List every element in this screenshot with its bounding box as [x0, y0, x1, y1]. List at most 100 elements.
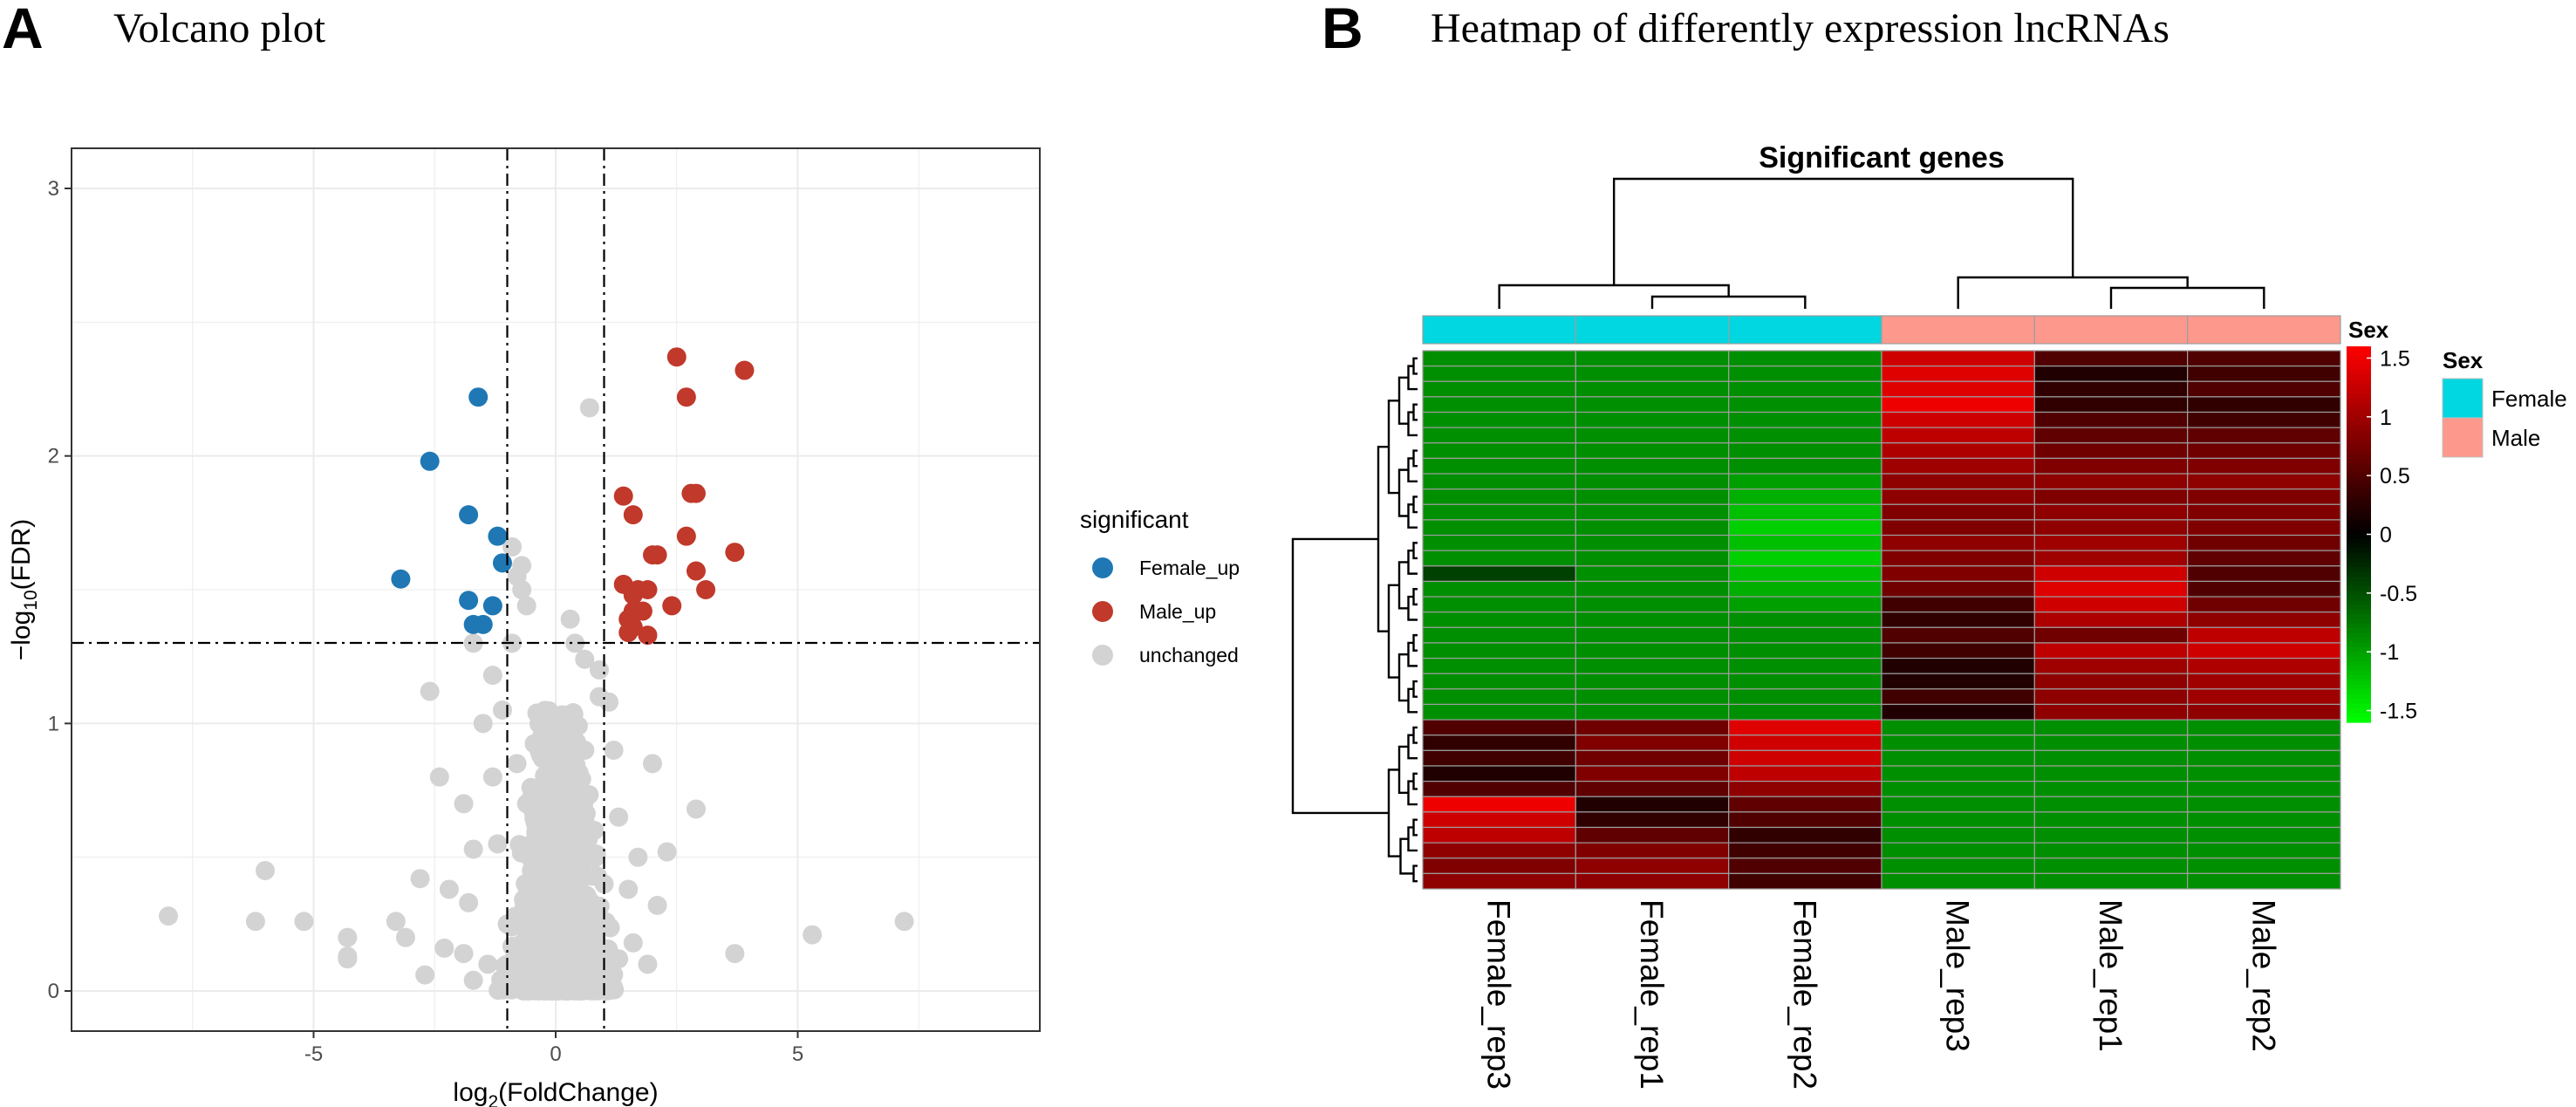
heatmap-cell	[2033, 489, 2189, 505]
heatmap-cell	[2187, 411, 2341, 428]
heatmap-cell	[1881, 366, 2035, 382]
x-tick-label: -5	[304, 1042, 323, 1066]
point-unchanged	[589, 687, 609, 707]
heatmap-cell	[2033, 457, 2189, 475]
colorbar-segment	[2347, 530, 2371, 536]
legend-title: significant	[1080, 506, 1189, 533]
point-unchanged	[566, 795, 586, 815]
heatmap-cell	[1728, 350, 1882, 367]
heatmap-cell	[1728, 703, 1882, 721]
colorbar-segment	[2347, 520, 2371, 526]
heatmap-cell	[1575, 811, 1730, 829]
colorbar-segment	[2347, 524, 2371, 530]
heatmap-cell	[1422, 550, 1576, 567]
colorbar-segment	[2347, 388, 2371, 394]
point-male_up	[623, 505, 643, 525]
volcano-y-axis-label: −log10(FDR)	[7, 519, 41, 661]
colorbar-segment	[2347, 646, 2371, 653]
heatmap-cell	[2033, 596, 2189, 613]
heatmap-cell	[1422, 565, 1576, 583]
colorbar-segment	[2347, 435, 2371, 441]
colorbar-tick-label: -1	[2380, 640, 2399, 665]
heatmap-cell	[1575, 642, 1730, 659]
colorbar-segment	[2347, 365, 2371, 371]
colorbar-segment	[2347, 605, 2371, 611]
heatmap-cell	[2033, 503, 2189, 521]
point-male_up	[666, 347, 687, 367]
point-unchanged	[560, 609, 580, 629]
colorbar-segment	[2347, 463, 2371, 469]
heatmap-cell	[1881, 688, 2035, 706]
heatmap-cell	[1728, 411, 1882, 428]
heatmap-cell	[2033, 580, 2189, 598]
point-unchanged	[482, 767, 502, 787]
heatmap: Significant genes Sex Female_rep3 Female_…	[1291, 141, 2567, 1090]
heatmap-cell	[1881, 519, 2035, 536]
heatmap-cell	[2187, 642, 2341, 659]
heatmap-cell	[1575, 688, 1730, 706]
point-unchanged	[515, 964, 535, 984]
point-female_up	[420, 451, 440, 471]
point-female_up	[459, 591, 479, 611]
heatmap-cell	[1728, 673, 1882, 690]
point-unchanged	[434, 938, 454, 958]
heatmap-cell	[1422, 765, 1576, 782]
x-tick-label: 0	[550, 1042, 561, 1066]
column-label: Male_rep1	[2093, 899, 2128, 1052]
heatmap-cell	[1728, 858, 1882, 874]
heatmap-cell	[1728, 380, 1882, 398]
heatmap-cell	[1881, 442, 2035, 459]
heatmap-cell	[2187, 580, 2341, 598]
heatmap-cell	[2033, 872, 2189, 890]
point-unchanged	[482, 666, 502, 686]
colorbar-tick-label: 1.5	[2380, 346, 2410, 371]
point-unchanged	[256, 861, 275, 880]
point-unchanged	[623, 933, 643, 953]
heatmap-cell	[1728, 626, 1882, 644]
point-unchanged	[564, 776, 584, 796]
heatmap-cell	[1881, 534, 2035, 551]
y-tick-label: 3	[48, 177, 59, 201]
heatmap-cell	[1575, 473, 1730, 490]
heatmap-cell	[1881, 411, 2035, 428]
heatmap-cell	[2033, 411, 2189, 428]
colorbar-segment	[2347, 477, 2371, 483]
heatmap-cell	[1422, 596, 1576, 613]
point-unchanged	[571, 847, 591, 867]
point-unchanged	[415, 965, 435, 985]
heatmap-cell	[2187, 534, 2341, 551]
colorbar-segment	[2347, 459, 2371, 465]
colorbar-segment	[2347, 638, 2371, 644]
heatmap-cell	[1575, 612, 1730, 628]
heatmap-cell	[2187, 565, 2341, 583]
point-unchanged	[638, 954, 658, 974]
heatmap-cell	[1881, 673, 2035, 690]
point-unchanged	[586, 930, 606, 950]
point-unchanged	[604, 741, 624, 760]
colorbar-segment	[2347, 346, 2371, 352]
heatmap-cell	[1881, 596, 2035, 613]
point-unchanged	[492, 700, 512, 720]
colorbar-segment	[2347, 487, 2371, 493]
colorbar-segment	[2347, 445, 2371, 451]
annotation-cell-female	[1575, 315, 1730, 345]
point-unchanged	[657, 842, 677, 862]
heatmap-cell	[1575, 411, 1730, 428]
point-unchanged	[507, 754, 527, 774]
heatmap-cell	[1422, 350, 1576, 367]
colorbar-segment	[2347, 557, 2371, 564]
heatmap-column-labels: Female_rep3 Female_rep1 Female_rep2 Male_re…	[1481, 899, 2282, 1090]
heatmap-cell	[2187, 427, 2341, 444]
colorbar-tick-label: -0.5	[2380, 582, 2417, 606]
colorbar-segment	[2347, 416, 2371, 422]
sex-legend: Sex Female Male	[2442, 347, 2567, 458]
heatmap-cell	[1881, 626, 2035, 644]
heatmap-cell	[1575, 396, 1730, 413]
volcano-threshold-lines	[72, 148, 1040, 1031]
heatmap-cell	[1881, 872, 2035, 890]
point-unchanged	[686, 799, 706, 819]
point-female_up	[473, 614, 493, 634]
heatmap-cell	[2033, 673, 2189, 690]
point-unchanged	[516, 898, 536, 918]
point-unchanged	[459, 892, 479, 912]
